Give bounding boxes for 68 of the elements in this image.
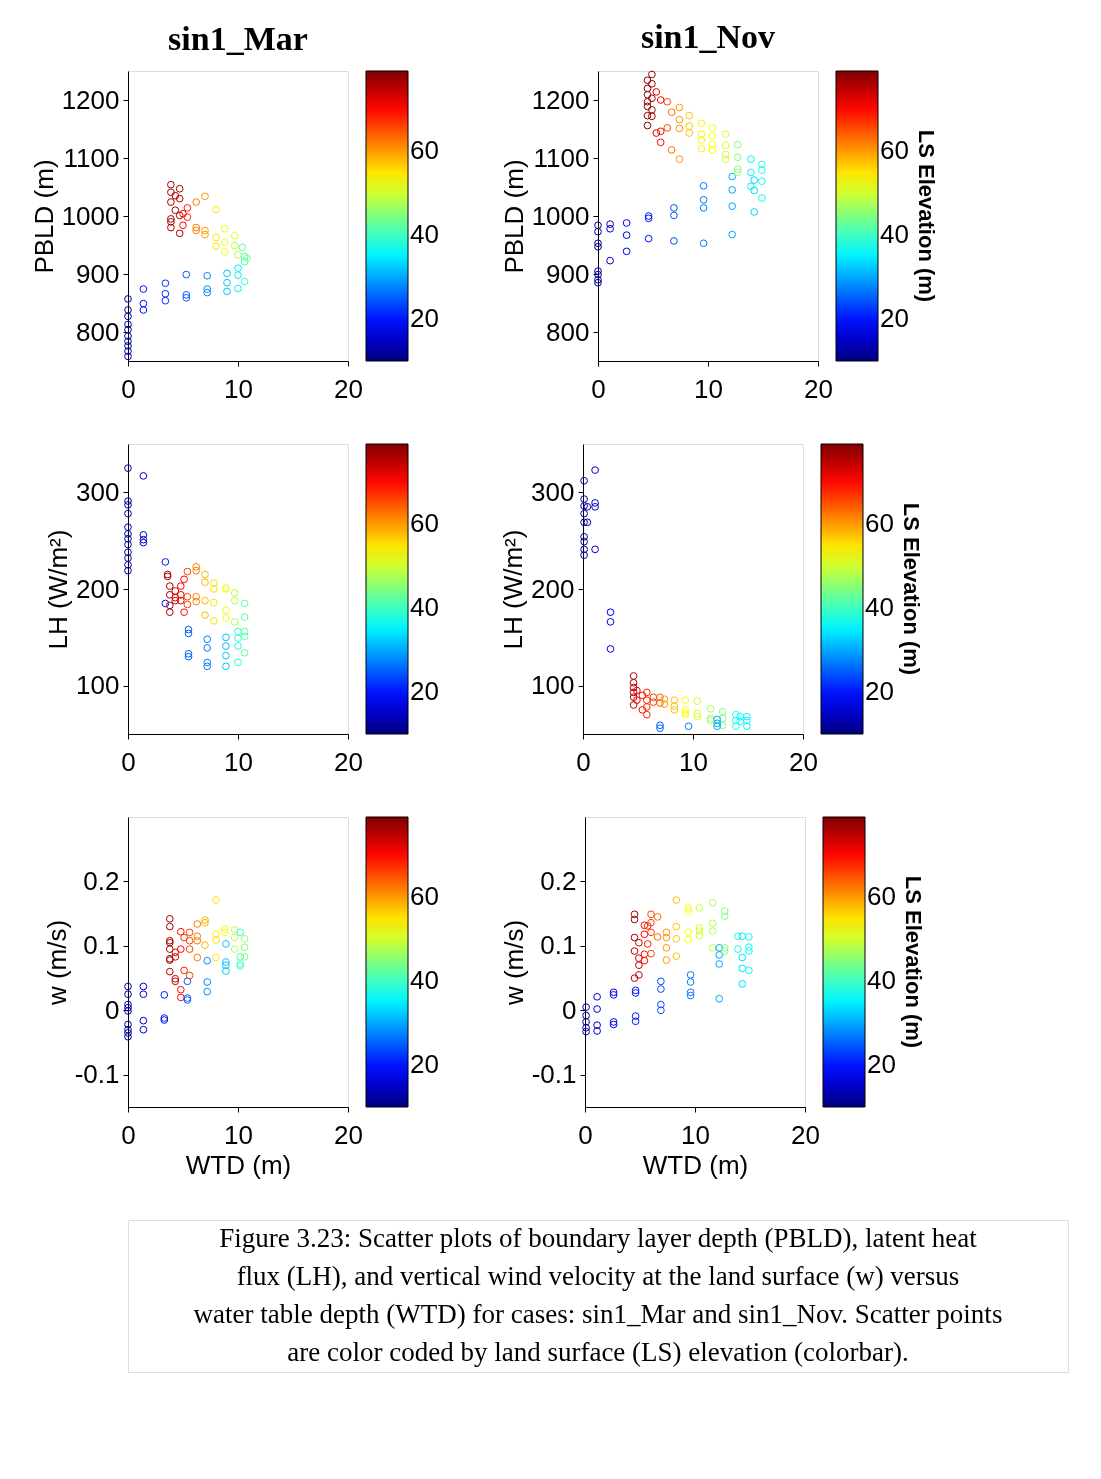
y-tick-label: 300 — [531, 476, 575, 507]
x-tick-label: 10 — [224, 746, 253, 777]
y-tick-label: 200 — [76, 573, 120, 604]
y-tick-label: 1100 — [533, 142, 590, 173]
color-bar-label: 60 — [410, 880, 439, 911]
y-tick-label: 300 — [76, 476, 120, 507]
y-axis-title: LH (W/m²) — [43, 529, 74, 650]
color-bar-label: 60 — [410, 507, 439, 538]
color-bar-label: 60 — [865, 507, 894, 538]
color-bar-label: 20 — [410, 302, 439, 333]
color-bar-label: 40 — [410, 964, 439, 995]
y-tick-label: 900 — [76, 258, 120, 289]
x-tick-label: 20 — [334, 1119, 363, 1150]
color-bar-label: 20 — [410, 1048, 439, 1079]
x-tick-label: 10 — [681, 1119, 710, 1150]
x-tick-label: 20 — [334, 373, 363, 404]
y-tick-label: 0.1 — [83, 930, 120, 961]
x-tick-label: 20 — [789, 746, 818, 777]
color-bar-label: 60 — [880, 134, 909, 165]
color-bar-label: 20 — [880, 302, 909, 333]
color-bar-label: 40 — [410, 218, 439, 249]
y-tick-label: 0.1 — [540, 930, 577, 961]
color-bar-title: LS Elevation (m) — [899, 502, 924, 676]
y-tick-label: 0 — [105, 994, 120, 1025]
y-axis-title: w (m/s) — [41, 919, 72, 1007]
y-tick-label: 1000 — [531, 200, 590, 231]
y-tick-label: 0.2 — [540, 865, 577, 896]
y-tick-label: 1000 — [61, 200, 120, 231]
color-bar-label: 40 — [867, 964, 896, 995]
chart-title: sin1_Mar — [168, 20, 308, 57]
caption: Figure 3.23: Scatter plots of boundary layer depth (PBLD), latent heat flux (LH), and vertical wind velocity at the land surface (w) versus water table depth (WTD) for cases: sin1_Mar and sin1_Nov. Scatter points are color coded by land surface (LS) elevation (colorbar). — [193, 1223, 1003, 1367]
color-bar-label: 60 — [867, 880, 896, 911]
y-tick-label: 1200 — [61, 84, 120, 115]
y-tick-label: 100 — [76, 670, 120, 701]
color-bar-title: LS Elevation (m) — [901, 875, 926, 1049]
y-tick-label: 200 — [531, 573, 575, 604]
y-tick-label: 1200 — [531, 84, 590, 115]
y-tick-label: 100 — [531, 670, 575, 701]
x-axis-title: WTD (m) — [185, 1149, 292, 1180]
y-axis-title: PBLD (m) — [498, 159, 529, 274]
x-tick-label: 20 — [334, 746, 363, 777]
y-tick-label: 800 — [546, 316, 590, 347]
y-axis-title: LH (W/m²) — [498, 529, 529, 650]
color-bar-label: 40 — [865, 591, 894, 622]
x-tick-label: 10 — [694, 373, 723, 404]
y-axis-title: PBLD (m) — [28, 159, 59, 274]
y-tick-label: 900 — [546, 258, 590, 289]
chart-title: sin1_Nov — [640, 18, 776, 56]
y-tick-label: -0.1 — [531, 1059, 577, 1090]
y-axis-title: w (m/s) — [498, 919, 529, 1007]
y-tick-label: -0.1 — [74, 1059, 120, 1090]
color-bar-label: 20 — [410, 675, 439, 706]
color-bar-label: 20 — [865, 675, 894, 706]
color-bar-label: 40 — [410, 591, 439, 622]
color-bar-title: LS Elevation (m) — [914, 129, 939, 303]
x-tick-label: 10 — [224, 373, 253, 404]
color-bar-label: 20 — [867, 1048, 896, 1079]
y-tick-label: 800 — [76, 316, 120, 347]
x-tick-label: 10 — [679, 746, 708, 777]
x-tick-label: 10 — [224, 1119, 253, 1150]
x-axis-title: WTD (m) — [642, 1149, 749, 1180]
y-tick-label: 0 — [562, 994, 577, 1025]
x-tick-label: 20 — [791, 1119, 820, 1150]
y-tick-label: 0.2 — [83, 865, 120, 896]
y-tick-label: 1100 — [63, 142, 120, 173]
color-bar-label: 40 — [880, 218, 909, 249]
color-bar-label: 60 — [410, 134, 439, 165]
x-tick-label: 20 — [804, 373, 833, 404]
